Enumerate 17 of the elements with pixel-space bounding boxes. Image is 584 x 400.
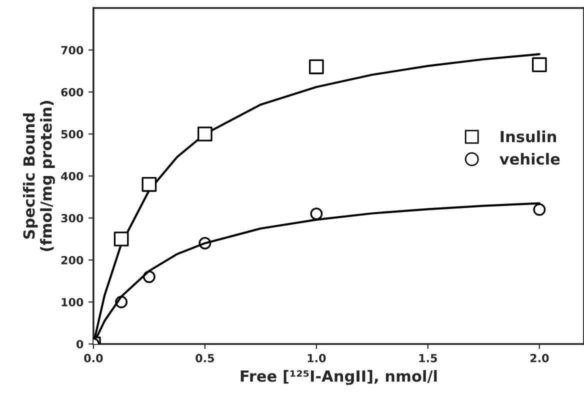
y-tick-label: 200: [61, 256, 84, 264]
legend-label: vehicle: [500, 152, 560, 165]
y-tick-label: 100: [62, 298, 84, 306]
legend-label: Insulin: [500, 130, 556, 142]
y-tick-label: 300: [61, 214, 84, 222]
y-tick-label: 0: [76, 340, 84, 348]
x-tick-label: 0.5: [196, 354, 214, 362]
y-tick-label: 600: [61, 88, 84, 96]
y-tick-label: 400: [61, 172, 84, 180]
x-tick-label: 2.0: [530, 354, 549, 362]
x-tick-label: 0.0: [84, 354, 103, 362]
y-axis-title: Specific Bound (fmol/mg protein): [22, 100, 55, 252]
y-tick-label: 500: [61, 130, 84, 138]
x-axis-title: Free [¹²⁵I-AngII], nmol/l: [240, 370, 437, 385]
x-tick-label: 1.0: [308, 354, 326, 362]
x-tick-label: 1.5: [419, 354, 437, 362]
y-tick-label: 700: [61, 46, 84, 54]
